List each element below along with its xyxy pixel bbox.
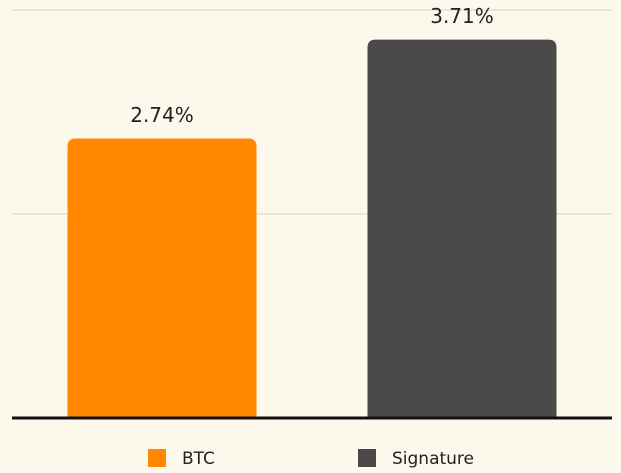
legend-swatch (358, 449, 376, 467)
legend-label: Signature (392, 449, 474, 469)
value-label: 3.71% (430, 4, 494, 28)
bar (367, 39, 557, 418)
bar (67, 138, 257, 418)
legend-label: BTC (182, 449, 215, 469)
value-label: 2.74% (130, 103, 194, 127)
legend-swatch (148, 449, 166, 467)
